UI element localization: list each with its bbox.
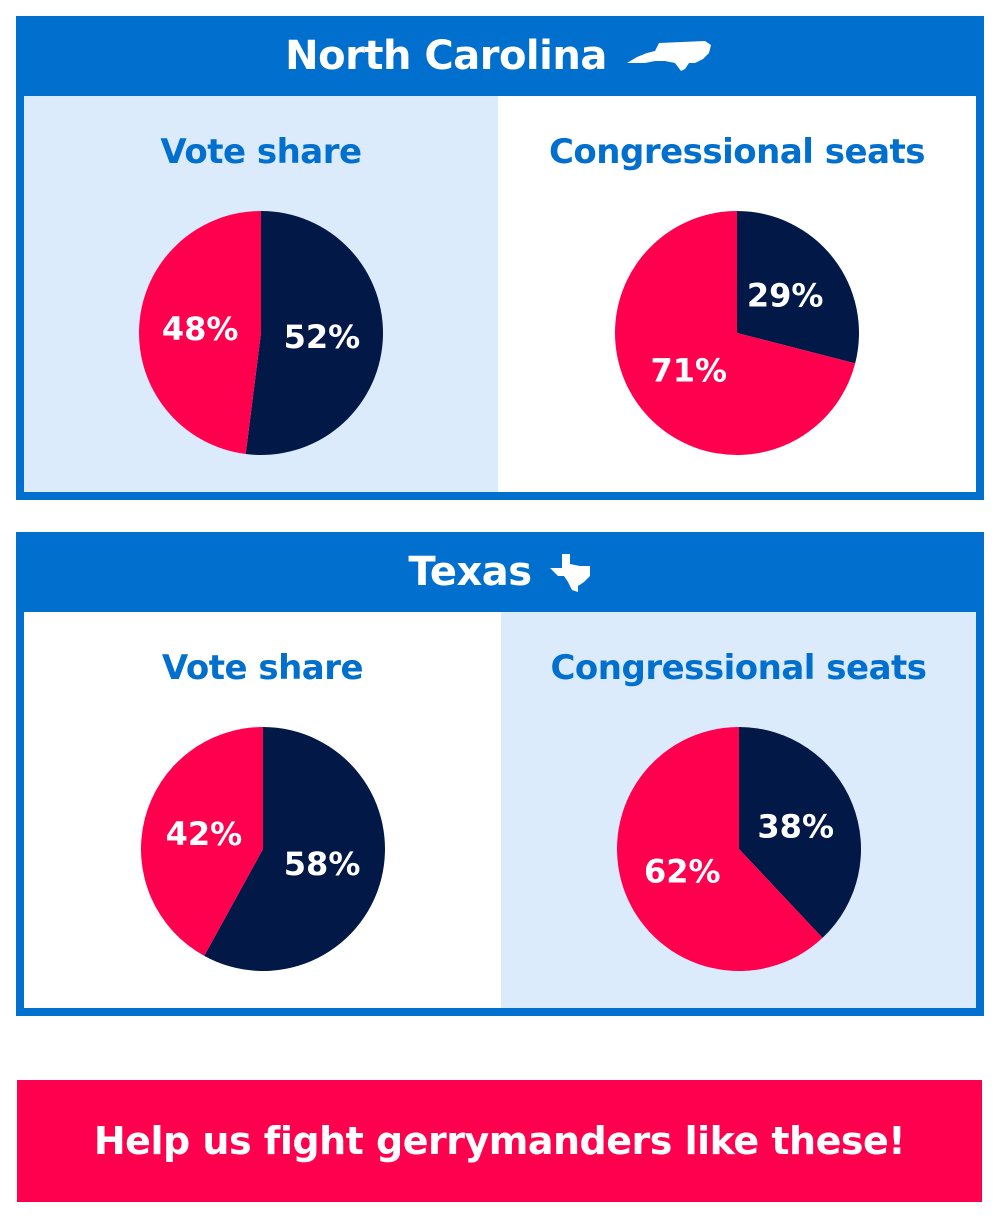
panel-title: Vote share: [161, 648, 364, 688]
slice-label: 38%: [757, 808, 834, 846]
state-header: Texas: [16, 532, 984, 612]
slice-label: 48%: [162, 310, 239, 348]
pie-slice: [245, 211, 383, 455]
slice-label: 42%: [165, 815, 242, 853]
pie-slice: [140, 727, 263, 956]
panel-title: Congressional seats: [548, 132, 926, 172]
panel-title: Vote share: [160, 132, 362, 172]
fight-gerrymanders-button[interactable]: Help us fight gerrymanders like these!: [17, 1080, 982, 1202]
slice-label: 52%: [284, 318, 361, 356]
state-header: North Carolina: [16, 16, 984, 96]
state-name: Texas: [408, 549, 532, 595]
pie-slice: [737, 211, 859, 364]
pie-slice: [616, 727, 823, 971]
congressional-seats-pie: 29% 71%: [615, 211, 859, 455]
panel-title: Congressional seats: [550, 648, 927, 688]
vote-share-panel: Vote share 58% 42%: [24, 612, 501, 1008]
texas-state-icon: [549, 554, 590, 592]
north-carolina-section: North Carolina Vote share 52% 48% Congres…: [16, 16, 984, 500]
texas-section: Texas Vote share 58% 42% Congressional se…: [16, 532, 984, 1016]
vote-share-panel: Vote share 52% 48%: [24, 96, 498, 492]
slice-label: 71%: [651, 351, 728, 389]
vote-share-pie: 58% 42%: [140, 727, 385, 971]
slice-label: 62%: [643, 852, 720, 890]
pie-slice: [738, 727, 861, 938]
congressional-seats-panel: Congressional seats 29% 71%: [498, 96, 976, 492]
cta-label: Help us fight gerrymanders like these!: [93, 1119, 906, 1163]
slice-label: 29%: [747, 277, 824, 315]
slice-label: 58%: [283, 845, 360, 883]
vote-share-pie: 52% 48%: [138, 211, 383, 455]
north-carolina-state-icon: [626, 41, 711, 71]
pie-slice: [615, 211, 856, 455]
congressional-seats-pie: 38% 62%: [616, 727, 861, 971]
pie-slice: [138, 211, 261, 455]
congressional-seats-panel: Congressional seats 38% 62%: [501, 612, 976, 1008]
pie-slice: [203, 727, 385, 971]
state-name: North Carolina: [285, 33, 607, 79]
